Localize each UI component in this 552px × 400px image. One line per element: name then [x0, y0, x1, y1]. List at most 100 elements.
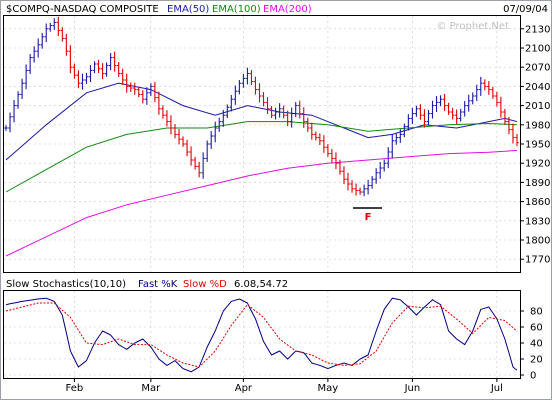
ohlc-bar	[265, 97, 270, 115]
ohlc-bar	[362, 184, 366, 197]
ohlc-bar	[342, 166, 346, 185]
ohlc-bar	[495, 91, 499, 107]
ohlc-bar	[52, 18, 57, 30]
ohlc-bar	[281, 105, 286, 119]
ohlc-bar	[221, 109, 226, 127]
price-tick-label: 1920	[525, 159, 550, 170]
ohlc-bar	[169, 115, 173, 135]
ohlc-bar	[181, 136, 185, 147]
ohlc-bar	[36, 38, 40, 58]
ohlc-bar	[366, 179, 370, 195]
ohlc-bar	[217, 117, 222, 132]
stoch-lines	[5, 297, 518, 373]
ohlc-bar	[487, 81, 491, 95]
ohlc-bar	[12, 99, 16, 123]
ohlc-bar	[233, 85, 238, 105]
legend-ema50: EMA(50)	[167, 4, 209, 15]
ohlc-bar	[72, 63, 77, 79]
stoch-readout: 6.08,54.72	[234, 279, 288, 290]
ohlc-bar	[458, 108, 463, 122]
ohlc-bar	[44, 23, 49, 43]
ohlc-bar	[56, 16, 61, 37]
ohlc-bar	[157, 91, 161, 115]
ohlc-bar	[430, 100, 435, 119]
ohlc-bar	[378, 162, 382, 179]
ohlc-bar	[503, 108, 507, 125]
ohlc-bar	[116, 62, 121, 78]
ohlc-bar	[314, 131, 318, 141]
ohlc-bar	[245, 67, 250, 85]
stoch-tick-label: 0	[530, 371, 536, 382]
annotation-label: F	[365, 212, 372, 223]
ohlc-bar	[68, 45, 73, 74]
ohlc-bar	[450, 107, 455, 120]
ohlc-bar	[406, 114, 411, 131]
ohlc-bar	[414, 105, 419, 117]
ohlc-bar	[261, 92, 266, 107]
price-tick-label: 2070	[525, 63, 550, 74]
ohlc-bar	[149, 83, 153, 96]
stoch-legend-fastk: Fast %K	[138, 279, 178, 290]
ohlc-bar	[32, 46, 36, 63]
ohlc-bar	[96, 59, 101, 74]
ohlc-bar	[205, 140, 209, 162]
ohlc-bar	[507, 117, 511, 135]
ohlc-bar	[241, 73, 246, 88]
ohlc-bar	[301, 107, 306, 128]
price-tick-label: 1860	[525, 197, 550, 208]
ohlc-bar	[499, 96, 503, 118]
ohlc-bar	[132, 82, 137, 95]
x-axis: Feb Mar Apr May Jun Jul	[66, 378, 503, 394]
ohlc-bar	[454, 109, 459, 125]
ohlc-bar	[237, 80, 242, 95]
ohlc-bar	[165, 110, 169, 127]
ohlc-bar	[338, 159, 342, 175]
ohlc-bar	[92, 61, 97, 74]
ohlc-bar	[470, 92, 475, 105]
price-tick-label: 1890	[525, 178, 550, 189]
ohlc-bar	[394, 133, 399, 145]
price-y-axis: 1770 1800 1830 1860 1890 1920 1950 1980 2010 2040…	[520, 24, 550, 266]
ema-line-200	[5, 149, 518, 257]
legend-ema200: EMA(200)	[263, 4, 312, 15]
ohlc-bar	[197, 161, 201, 178]
ohlc-bar	[318, 133, 322, 146]
ohlc-bar	[88, 65, 93, 83]
ohlc-bar	[24, 64, 28, 90]
ohlc-bar	[120, 68, 125, 85]
month-label: May	[318, 383, 339, 394]
ohlc-bar	[474, 84, 479, 101]
ohlc-bar	[511, 123, 515, 144]
month-label: Mar	[141, 383, 161, 394]
ohlc-bar	[483, 79, 487, 91]
ohlc-bar	[309, 122, 314, 140]
ohlc-bar	[326, 144, 330, 157]
month-label: Jul	[490, 383, 503, 394]
stoch-y-axis: 0 20 40 60 80	[520, 307, 543, 382]
stoch-tick-label: 20	[530, 355, 543, 366]
ohlc-bar	[173, 124, 177, 139]
ohlc-bar	[422, 109, 427, 128]
chart-date: 07/09/04	[503, 4, 548, 15]
ohlc-bar	[141, 90, 145, 104]
ohlc-bar	[84, 72, 89, 84]
ohlc-bar	[177, 129, 181, 145]
price-tick-label: 1770	[525, 255, 550, 266]
ohlc-bar	[100, 63, 105, 80]
stoch-tick-label: 80	[530, 307, 543, 318]
ohlc-bar	[277, 103, 282, 118]
ohlc-bar	[201, 152, 205, 179]
ohlc-bar	[402, 123, 407, 138]
price-tick-label: 1980	[525, 120, 550, 131]
month-label: Apr	[235, 383, 253, 394]
ohlc-bar	[354, 183, 358, 196]
ohlc-bar	[426, 110, 431, 126]
ohlc-bar	[60, 27, 65, 42]
ohlc-bar	[390, 134, 395, 159]
ohlc-bar	[8, 112, 12, 133]
ohlc-bar	[438, 95, 443, 107]
ohlc-bar	[4, 125, 8, 131]
price-bars	[4, 16, 519, 197]
